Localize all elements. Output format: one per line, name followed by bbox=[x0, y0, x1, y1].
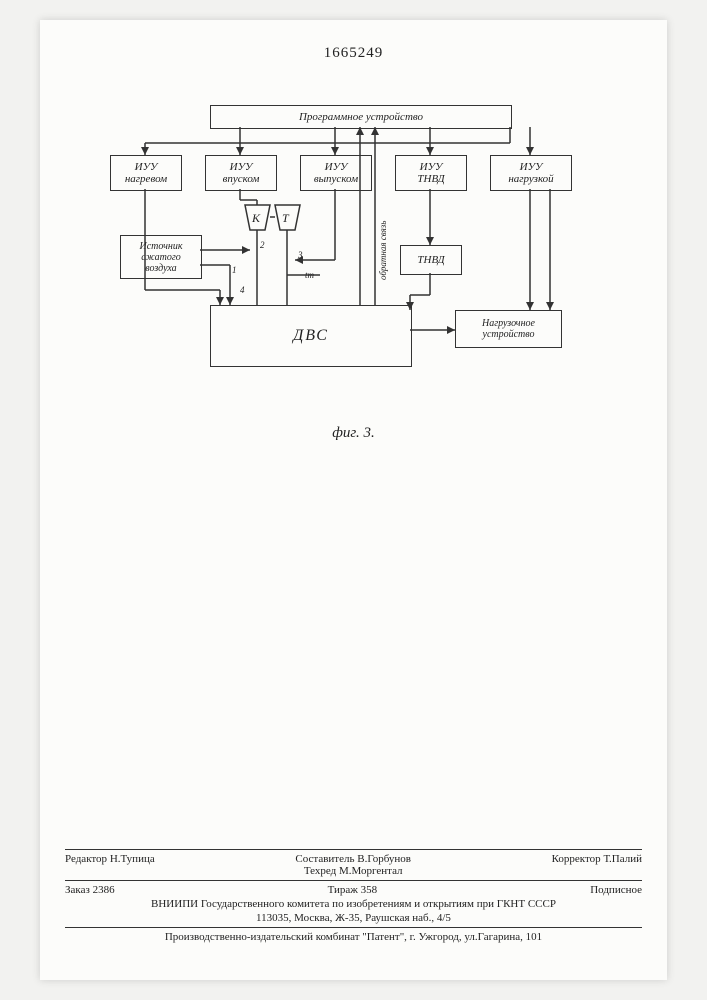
kt-t-label: Т bbox=[282, 211, 289, 226]
feedback-label: обратная связь bbox=[378, 200, 388, 280]
address1: 113035, Москва, Ж-35, Раушская наб., 4/5 bbox=[65, 912, 642, 924]
compiler: Составитель В.Горбунов Техред М.Моргента… bbox=[295, 853, 411, 877]
t-t-label: tт bbox=[305, 270, 314, 280]
circulation: Тираж 358 bbox=[328, 884, 378, 896]
num-4: 4 bbox=[240, 285, 245, 295]
producer: Производственно-издательский комбинат "П… bbox=[65, 931, 642, 943]
figure-label: фиг. 3. bbox=[40, 425, 667, 442]
block-diagram: Программное устройство ИУУ нагревом ИУУ … bbox=[100, 105, 610, 405]
editor: Редактор Н.Тупица bbox=[65, 853, 155, 877]
page: 1665249 Программное устройство ИУУ нагре… bbox=[40, 20, 667, 980]
num-2: 2 bbox=[260, 240, 265, 250]
num-3: 3 bbox=[298, 250, 303, 260]
footer-block: Редактор Н.Тупица Составитель В.Горбунов… bbox=[65, 846, 642, 945]
corrector: Корректор Т.Палий bbox=[552, 853, 642, 877]
num-1: 1 bbox=[232, 265, 237, 275]
kt-k-label: К bbox=[252, 211, 260, 226]
diagram-lines bbox=[100, 105, 610, 405]
order: Заказ 2386 bbox=[65, 884, 115, 896]
signed: Подписное bbox=[590, 884, 642, 896]
org: ВНИИПИ Государственного комитета по изоб… bbox=[65, 898, 642, 910]
patent-number: 1665249 bbox=[40, 45, 667, 62]
